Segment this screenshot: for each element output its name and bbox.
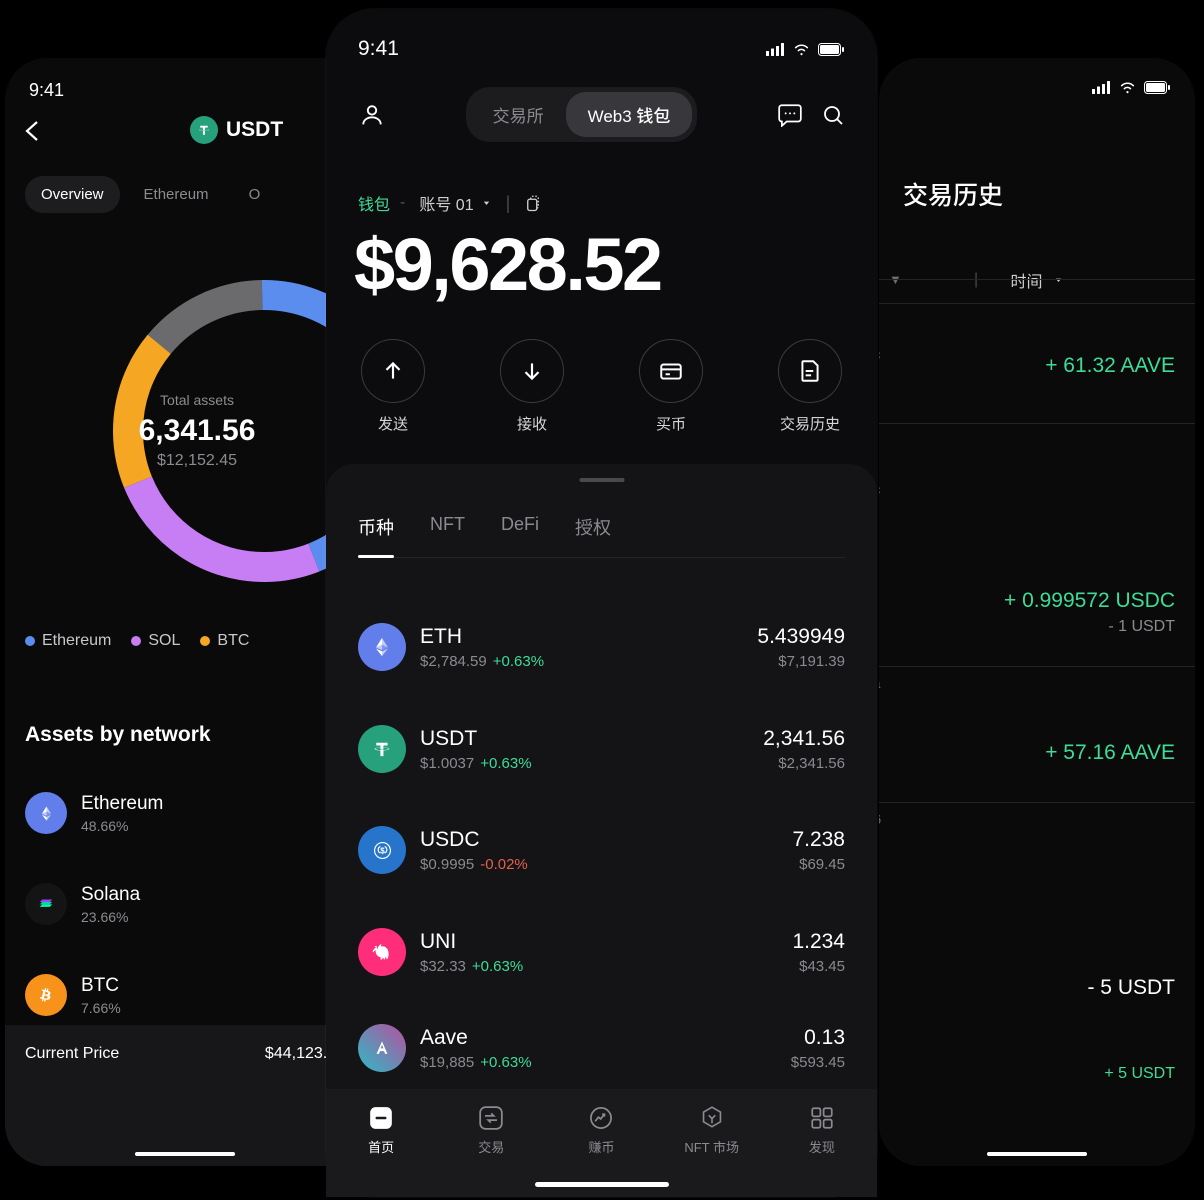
svg-text:$: $	[380, 846, 385, 855]
